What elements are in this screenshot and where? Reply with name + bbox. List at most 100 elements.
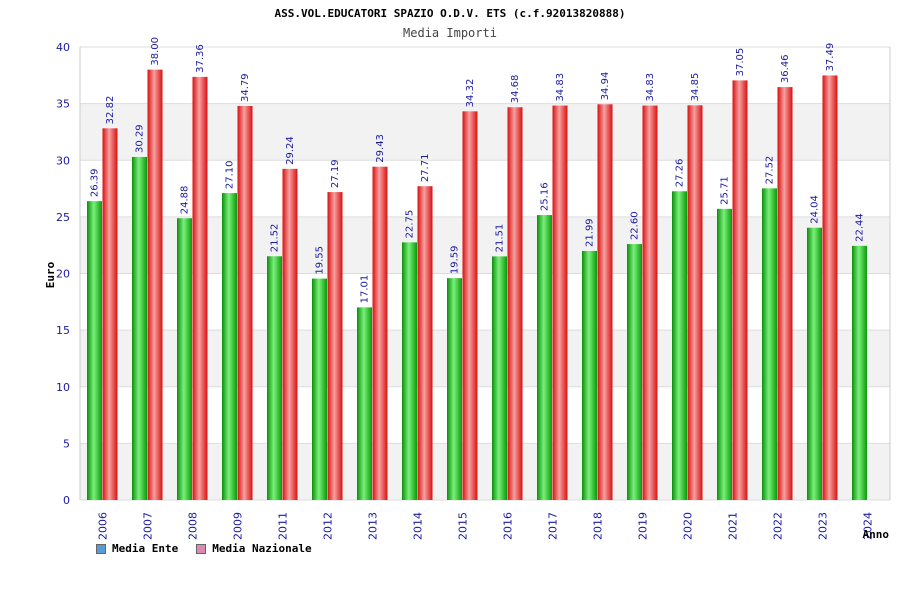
y-axis-label: Euro: [44, 261, 57, 288]
bar-media-ente-2015: [447, 278, 462, 500]
data-label: 29.24: [285, 136, 296, 165]
y-tick-label: 30: [56, 154, 70, 167]
plot-band: [80, 386, 890, 444]
data-label: 34.94: [600, 72, 611, 101]
y-tick-label: 5: [63, 437, 70, 450]
data-label: 27.52: [765, 156, 776, 185]
bar-media-ente-2012: [312, 278, 327, 500]
x-tick-label: 2019: [636, 512, 649, 540]
bar-media-nazionale-2015: [462, 111, 478, 501]
data-label: 34.79: [240, 73, 251, 102]
data-label: 37.05: [735, 48, 746, 77]
data-label: 27.10: [225, 160, 236, 189]
data-label: 37.36: [195, 44, 206, 73]
data-label: 22.75: [405, 210, 416, 239]
bar-media-nazionale-2022: [777, 87, 793, 500]
data-label: 21.51: [495, 224, 506, 253]
data-label: 34.83: [645, 73, 656, 102]
data-label: 25.16: [540, 182, 551, 211]
data-label: 30.29: [135, 124, 146, 153]
x-tick-label: 2017: [546, 512, 559, 540]
data-label: 36.46: [780, 54, 791, 83]
y-tick-label: 15: [56, 324, 70, 337]
bar-media-ente-2013: [357, 307, 372, 500]
y-tick-label: 40: [56, 41, 70, 54]
x-tick-label: 2008: [186, 512, 199, 540]
legend-item-media-nazionale: Media Nazionale: [196, 542, 312, 555]
y-tick-label: 25: [56, 211, 70, 224]
bar-media-nazionale-2023: [822, 75, 838, 500]
x-tick-label: 2018: [591, 512, 604, 540]
bar-media-ente-2008: [177, 218, 192, 500]
bar-media-nazionale-2016: [507, 107, 523, 501]
data-label: 24.04: [810, 195, 821, 224]
data-label: 34.32: [465, 79, 476, 108]
data-label: 37.49: [825, 43, 836, 72]
y-tick-label: 10: [56, 381, 70, 394]
bar-media-nazionale-2008: [192, 76, 208, 500]
legend-label: Media Nazionale: [212, 542, 312, 555]
x-tick-label: 2009: [231, 512, 244, 540]
data-label: 34.83: [555, 73, 566, 102]
bar-media-ente-2019: [627, 244, 642, 500]
x-tick-label: 2007: [141, 512, 154, 540]
plot-band: [80, 160, 890, 217]
data-label: 27.19: [330, 159, 341, 188]
bar-media-ente-2022: [762, 188, 777, 500]
data-label: 34.68: [510, 75, 521, 104]
bar-media-ente-2024: [852, 245, 867, 500]
data-label: 19.55: [315, 246, 326, 275]
data-label: 17.01: [360, 275, 371, 304]
data-label: 19.59: [450, 246, 461, 275]
data-label: 26.39: [90, 168, 101, 197]
x-tick-label: 2014: [411, 512, 424, 540]
plot-band: [80, 443, 890, 500]
bar-media-nazionale-2020: [687, 105, 703, 500]
data-label: 27.71: [420, 154, 431, 183]
y-tick-label: 35: [56, 98, 70, 111]
x-tick-label: 2011: [276, 512, 289, 540]
plot-band: [80, 273, 890, 331]
legend-item-media-ente: Media Ente: [96, 542, 178, 555]
x-tick-label: 2006: [96, 512, 109, 540]
data-label: 38.00: [150, 37, 161, 66]
y-tick-label: 20: [56, 268, 70, 281]
bar-media-ente-2007: [132, 156, 147, 500]
x-tick-label: 2024: [861, 512, 874, 540]
x-tick-label: 2022: [771, 512, 784, 540]
x-tick-label: 2020: [681, 512, 694, 540]
x-tick-label: 2012: [321, 512, 334, 540]
plot-band: [80, 103, 890, 161]
data-label: 29.43: [375, 134, 386, 163]
plot-band: [80, 216, 890, 274]
x-tick-label: 2015: [456, 512, 469, 540]
bar-media-nazionale-2006: [102, 128, 118, 500]
bar-media-nazionale-2013: [372, 166, 388, 500]
legend-label: Media Ente: [112, 542, 179, 555]
bar-media-ente-2018: [582, 250, 597, 500]
data-label: 21.52: [270, 224, 281, 253]
plot-band: [80, 47, 890, 104]
plot-band: [80, 330, 890, 387]
x-tick-label: 2016: [501, 512, 514, 540]
bar-media-ente-2023: [807, 227, 822, 500]
bar-media-ente-2020: [672, 191, 687, 500]
legend-swatch: [96, 543, 106, 554]
bar-media-ente-2009: [222, 193, 237, 500]
bar-media-ente-2006: [87, 201, 102, 501]
bar-media-ente-2014: [402, 242, 417, 500]
bar-media-nazionale-2009: [237, 106, 253, 501]
data-label: 25.71: [720, 176, 731, 205]
x-tick-label: 2021: [726, 512, 739, 540]
bar-media-nazionale-2011: [282, 168, 298, 500]
bar-media-ente-2017: [537, 215, 552, 501]
chart-subtitle: Media Importi: [403, 26, 497, 40]
data-label: 22.44: [855, 213, 866, 242]
data-label: 27.26: [675, 159, 686, 188]
data-label: 24.88: [180, 186, 191, 215]
bar-media-nazionale-2018: [597, 104, 613, 500]
data-label: 21.99: [585, 218, 596, 247]
y-tick-label: 0: [63, 494, 70, 507]
x-axis-label: Anno: [863, 528, 890, 541]
